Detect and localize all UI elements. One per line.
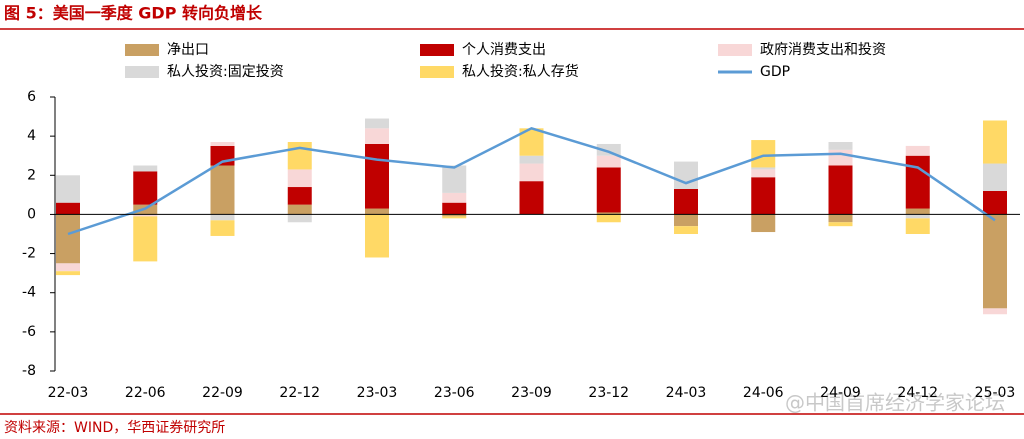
x-tick-label: 24-12: [897, 385, 938, 401]
bar-segment: [442, 216, 467, 219]
bar-segment: [56, 202, 80, 215]
bar-segment: [56, 271, 80, 276]
x-tick-label: 22-03: [48, 385, 89, 401]
bar-segment: [828, 149, 853, 166]
bar-segment: [365, 128, 389, 144]
bar-segment: [210, 214, 235, 221]
y-tick-label: 6: [27, 89, 36, 105]
bar-segment: [133, 216, 158, 262]
bar-segment: [596, 212, 621, 215]
bar-segment: [56, 175, 80, 203]
watermark: @中国首席经济学家论坛: [785, 391, 1005, 415]
bar-segment: [751, 214, 776, 233]
x-tick-label: 22-09: [202, 385, 243, 401]
y-tick-label: -6: [22, 324, 36, 340]
legend-swatch: [718, 44, 752, 56]
bar-segment: [442, 202, 467, 215]
bar-segment: [905, 208, 930, 215]
bar-segment: [365, 208, 389, 215]
y-tick-label: -4: [22, 285, 36, 301]
x-tick-label: 23-12: [588, 385, 629, 401]
bar-segment: [674, 214, 698, 227]
x-tick-label: 24-09: [820, 385, 861, 401]
legend-swatch: [125, 44, 159, 56]
bar-segment: [905, 218, 930, 234]
bar-segment: [596, 214, 621, 223]
bar-segment: [442, 214, 467, 217]
x-tick-label: 23-06: [434, 385, 475, 401]
legend-label: 个人消费支出: [462, 42, 546, 58]
bar-segment: [287, 187, 312, 205]
bar-segment: [905, 214, 930, 219]
bar-segment: [983, 214, 1007, 309]
bar-segment: [365, 214, 389, 258]
bar-segment: [133, 214, 158, 217]
y-tick-label: -8: [22, 363, 36, 379]
bar-segment: [751, 169, 776, 178]
bar-segment: [828, 222, 853, 227]
bar-segment: [210, 220, 235, 236]
bar-segment: [751, 177, 776, 215]
bar-segment: [674, 188, 698, 215]
legend-swatch: [420, 44, 454, 56]
bar-segment: [983, 308, 1007, 315]
bar-segment: [56, 214, 80, 264]
bar-segment: [674, 161, 698, 189]
legend-label: 政府消费支出和投资: [760, 42, 886, 58]
bar-segment: [905, 145, 930, 156]
x-tick-label: 23-03: [357, 385, 398, 401]
bar-segment: [596, 167, 621, 213]
bar-segment: [287, 142, 312, 170]
bar-segment: [442, 192, 467, 203]
x-tick-label: 25-03: [975, 385, 1016, 401]
gdp-line: [67, 126, 996, 236]
bar-segment: [133, 171, 158, 205]
bar-segment: [365, 118, 389, 129]
source: 资料来源：WIND，华西证券研究所: [4, 420, 225, 436]
legend-swatch: [420, 66, 454, 78]
chart-title: 图 5：美国一季度 GDP 转向负增长: [4, 4, 263, 23]
bar-segment: [519, 181, 544, 215]
bar-segment: [365, 143, 389, 209]
legend-label: 私人投资:固定投资: [167, 64, 284, 80]
bar-segment: [983, 190, 1007, 215]
bar-segment: [519, 155, 544, 164]
bar-segment: [210, 165, 235, 215]
x-tick-label: 24-03: [666, 385, 707, 401]
bar-segment: [674, 226, 698, 234]
bar-segment: [133, 165, 158, 172]
bar-segment: [751, 167, 776, 170]
bar-segment: [596, 155, 621, 168]
bar-segment: [983, 163, 1007, 191]
y-tick-label: -2: [22, 246, 36, 262]
bar-segment: [210, 142, 235, 146]
y-tick-label: 2: [27, 167, 36, 183]
bar-segment: [983, 120, 1007, 164]
legend-label: GDP: [760, 64, 790, 80]
bar-segment: [287, 214, 312, 223]
bar-segment: [287, 204, 312, 215]
x-tick-label: 24-06: [743, 385, 784, 401]
legend-label: 私人投资:私人存货: [462, 63, 579, 80]
bar-segment: [828, 165, 853, 215]
y-tick-label: 0: [27, 206, 36, 222]
bar-segment: [287, 169, 312, 188]
bar-segment: [519, 163, 544, 182]
bar-segment: [828, 214, 853, 223]
x-tick-label: 23-09: [511, 385, 552, 401]
bar-segment: [56, 263, 80, 272]
x-tick-label: 22-12: [279, 385, 320, 401]
y-tick-label: 4: [27, 128, 36, 144]
legend-label: 净出口: [167, 42, 209, 58]
bar-segment: [828, 142, 853, 150]
bar-segment: [442, 165, 467, 193]
bar-segment: [905, 155, 930, 209]
legend-swatch: [125, 66, 159, 78]
x-tick-label: 22-06: [125, 385, 166, 401]
bar-segment: [751, 140, 776, 168]
bar-segment: [596, 143, 621, 156]
